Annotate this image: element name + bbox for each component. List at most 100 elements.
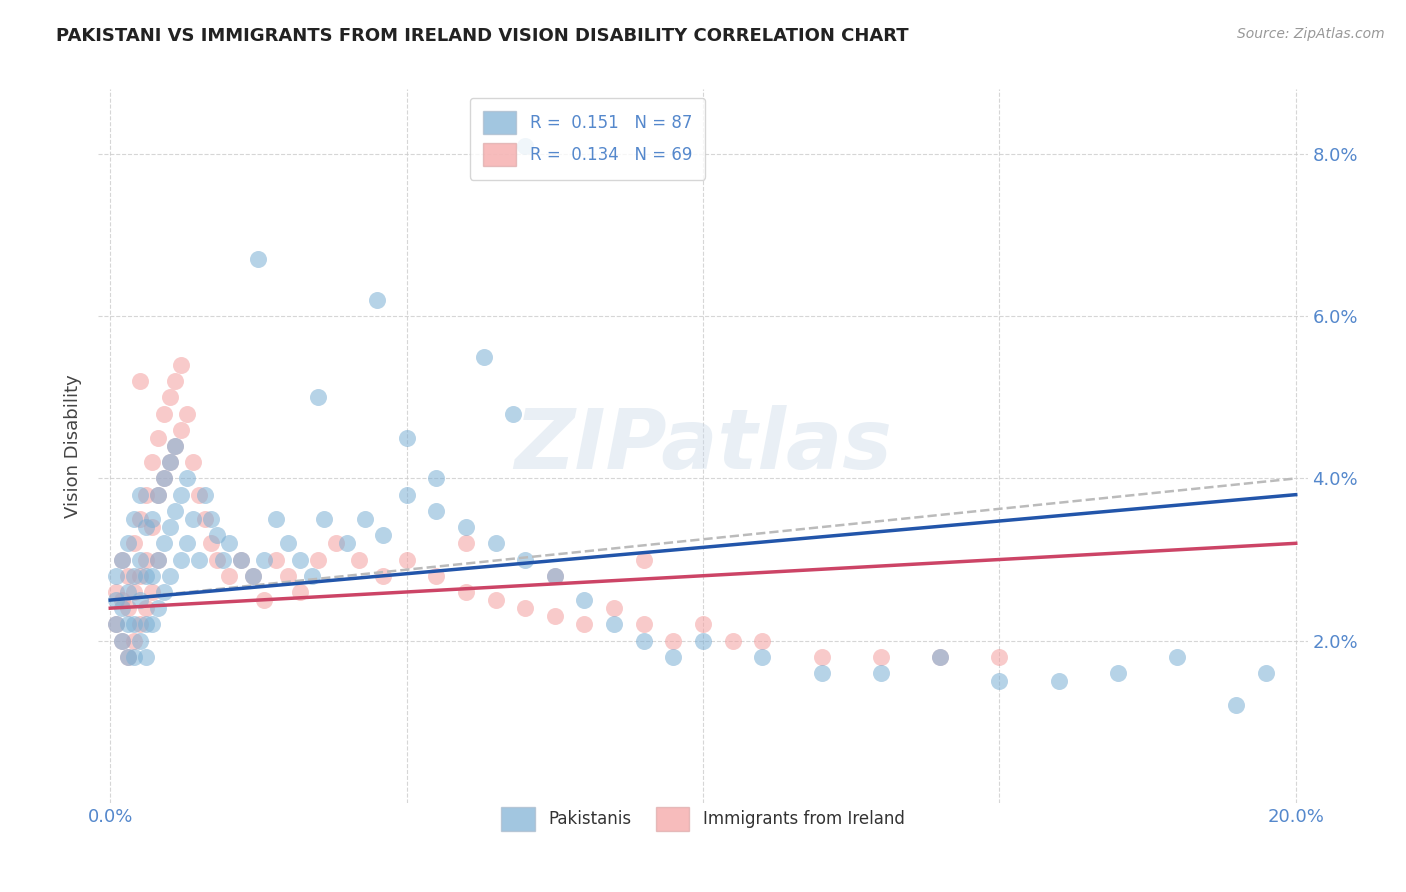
Point [325,536,347,550]
Point [988,649,1011,664]
Point [141,512,163,526]
Point [502,407,524,421]
Point [205,552,228,566]
Point [277,568,299,582]
Point [141,520,163,534]
Point [307,552,329,566]
Point [135,649,157,664]
Point [159,455,181,469]
Point [371,528,394,542]
Point [152,536,174,550]
Point [105,585,128,599]
Point [146,601,169,615]
Point [869,649,891,664]
Point [454,536,477,550]
Point [929,649,952,664]
Point [229,552,252,566]
Point [247,252,270,267]
Point [188,552,211,566]
Point [146,552,169,566]
Point [574,593,596,607]
Point [1166,649,1188,664]
Point [159,568,181,582]
Point [146,431,169,445]
Point [194,512,217,526]
Point [122,536,145,550]
Point [129,617,152,632]
Point [146,488,169,502]
Point [721,633,744,648]
Point [425,568,447,582]
Point [135,552,157,566]
Point [544,609,567,624]
Point [425,504,447,518]
Point [117,649,139,664]
Point [152,471,174,485]
Point [181,512,204,526]
Point [122,633,145,648]
Point [454,520,477,534]
Point [288,585,311,599]
Point [135,520,157,534]
Point [135,601,157,615]
Point [229,552,252,566]
Point [484,536,506,550]
Point [105,617,128,632]
Point [205,528,228,542]
Point [336,536,359,550]
Point [176,471,198,485]
Point [111,601,134,615]
Point [988,674,1011,689]
Point [129,593,152,607]
Point [253,552,276,566]
Point [170,358,193,372]
Point [117,585,139,599]
Point [515,552,537,566]
Point [633,617,655,632]
Point [929,649,952,664]
Point [218,536,240,550]
Point [633,552,655,566]
Point [242,568,264,582]
Point [692,633,714,648]
Point [129,552,152,566]
Point [472,350,495,364]
Point [146,488,169,502]
Point [662,649,685,664]
Legend: Pakistanis, Immigrants from Ireland: Pakistanis, Immigrants from Ireland [495,800,911,838]
Point [574,617,596,632]
Point [603,601,626,615]
Text: ZIPatlas: ZIPatlas [515,406,891,486]
Point [810,666,832,681]
Point [170,552,193,566]
Point [692,617,714,632]
Point [751,649,773,664]
Point [152,407,174,421]
Point [181,455,204,469]
Point [105,617,128,632]
Point [307,390,329,404]
Point [354,512,377,526]
Point [869,666,891,681]
Point [194,488,217,502]
Point [425,471,447,485]
Point [395,488,418,502]
Point [242,568,264,582]
Point [544,568,567,582]
Point [146,552,169,566]
Point [135,617,157,632]
Point [159,455,181,469]
Point [366,293,388,307]
Text: PAKISTANI VS IMMIGRANTS FROM IRELAND VISION DISABILITY CORRELATION CHART: PAKISTANI VS IMMIGRANTS FROM IRELAND VIS… [56,27,908,45]
Point [129,633,152,648]
Point [395,431,418,445]
Point [515,601,537,615]
Point [152,585,174,599]
Point [117,617,139,632]
Point [135,488,157,502]
Point [395,552,418,566]
Text: Source: ZipAtlas.com: Source: ZipAtlas.com [1237,27,1385,41]
Point [200,536,222,550]
Point [810,649,832,664]
Point [122,512,145,526]
